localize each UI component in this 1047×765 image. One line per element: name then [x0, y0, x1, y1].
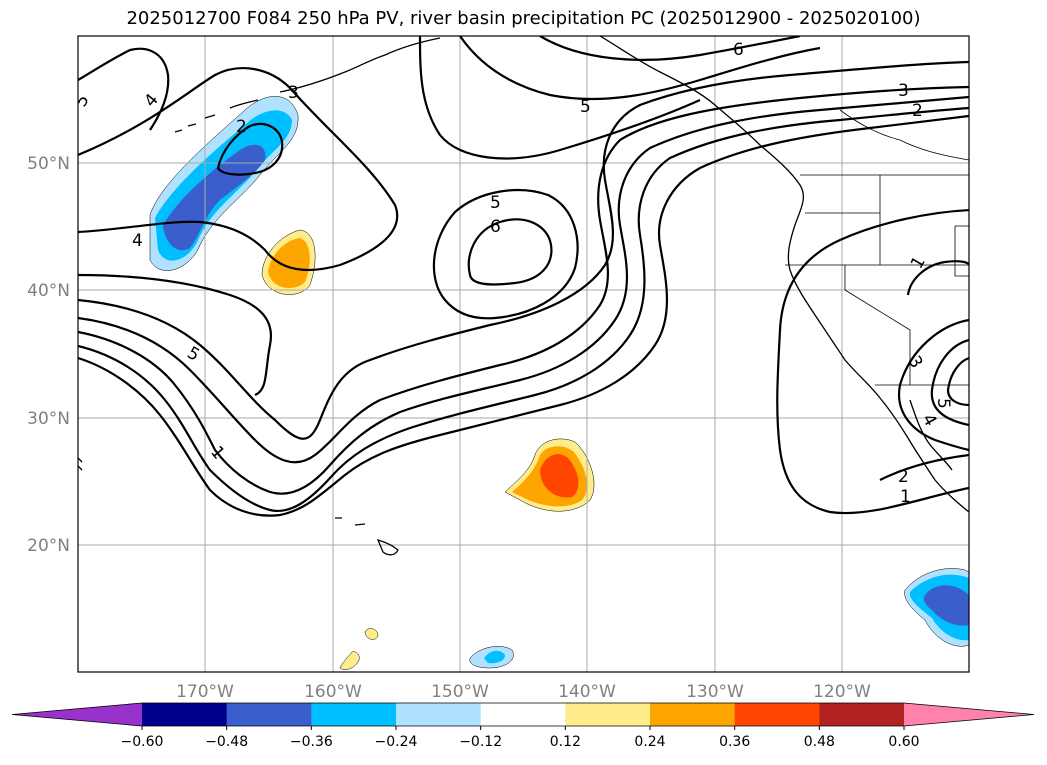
colorbar-segment: [311, 703, 397, 726]
colorbar-segment: [396, 703, 482, 726]
longitude-labels: 170°W 160°W 150°W 140°W 130°W 120°W: [176, 682, 871, 702]
shading-positive-north: [261, 229, 316, 295]
colorbar-tick-label: −0.24: [375, 734, 418, 750]
lon-label-170w: 170°W: [176, 682, 234, 702]
contour-label: 1: [900, 487, 911, 507]
contour-label: 5: [580, 97, 591, 117]
colorbar-tick-label: −0.48: [205, 734, 248, 750]
coastlines: [78, 36, 969, 556]
colorbar-extend-max: [904, 703, 1034, 726]
contour-label: 6: [733, 40, 744, 60]
lon-label-160w: 160°W: [304, 682, 362, 702]
colorbar-segment: [565, 703, 651, 726]
contour-label: 5: [933, 398, 953, 409]
map-area: 5 4 2 3 4 5 1 5 6 5 6 3 2 1 3 5 4 2 1: [78, 36, 969, 672]
lat-label-30: 30°N: [27, 409, 70, 429]
colorbar-segment: [650, 703, 736, 726]
contour-label: 2: [912, 101, 923, 121]
colorbar-tick-label: 0.12: [550, 734, 581, 750]
shading-negative-southeast: [904, 568, 969, 647]
colorbar-segment: [480, 703, 566, 726]
contour-label: 4: [132, 231, 143, 251]
colorbar-segment: [734, 703, 820, 726]
shading-positive-small: [339, 628, 379, 670]
colorbar-tick-label: 0.36: [719, 734, 750, 750]
contour-label: 2: [898, 467, 909, 487]
colorbar-tick-label: −0.12: [459, 734, 502, 750]
shading-negative-hawaii-south: [469, 646, 514, 669]
contour-label: 6: [490, 217, 501, 237]
lon-label-140w: 140°W: [558, 682, 616, 702]
shading-negative-northpacific: [149, 96, 299, 271]
lat-label-40: 40°N: [27, 281, 70, 301]
lon-label-150w: 150°W: [431, 682, 489, 702]
colorbar: −0.60 −0.48 −0.36 −0.24 −0.12 0.12 0.24 0.36 0.4…: [11, 702, 1035, 750]
colorbar-segment: [819, 703, 905, 726]
colorbar-segment: [226, 703, 312, 726]
shading-positive-central: [504, 438, 595, 512]
colorbar-tick-label: −0.60: [121, 734, 164, 750]
contour-label: 2: [236, 117, 247, 137]
colorbar-tick-label: −0.36: [290, 734, 333, 750]
map-frame: [77, 35, 970, 673]
colorbar-tick-label: 0.48: [804, 734, 835, 750]
colorbar-segment: [142, 703, 228, 726]
lat-label-20: 20°N: [27, 536, 70, 556]
lon-label-130w: 130°W: [686, 682, 744, 702]
lon-label-120w: 120°W: [813, 682, 871, 702]
contour-label: 5: [490, 193, 501, 213]
colorbar-tick-label: 0.60: [888, 734, 919, 750]
lat-label-50: 50°N: [27, 154, 70, 174]
colorbar-extend-min: [12, 703, 142, 726]
pv-contours: [78, 36, 969, 517]
latitude-labels: 50°N 40°N 30°N 20°N: [27, 154, 70, 556]
contour-label: 3: [898, 81, 909, 101]
colorbar-tick-label: 0.24: [634, 734, 665, 750]
contour-label: 3: [288, 83, 299, 103]
map-title: 2025012700 F084 250 hPa PV, river basin …: [126, 8, 921, 29]
